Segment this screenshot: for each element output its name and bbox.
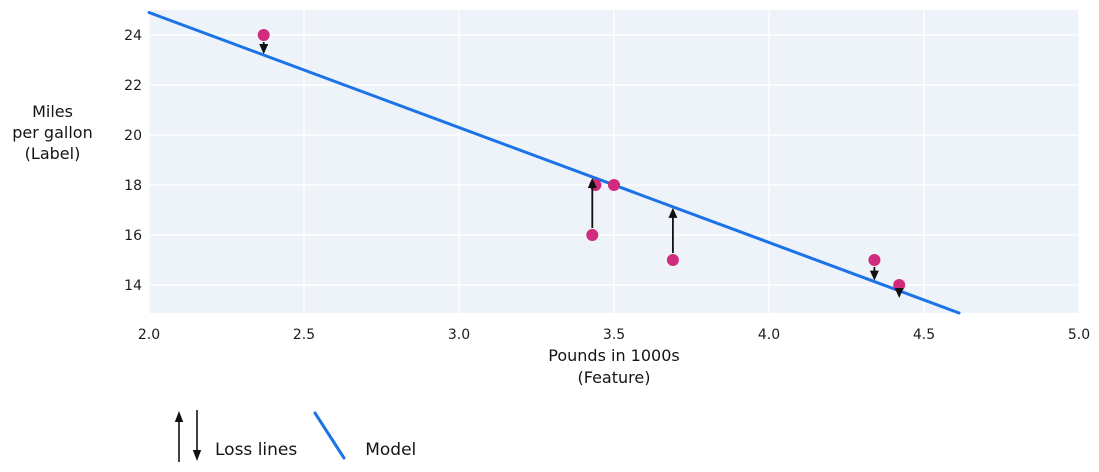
legend-up-arrow-head xyxy=(174,411,184,422)
loss-lines-legend-symbol xyxy=(174,410,202,462)
x-tick-label: 4.0 xyxy=(758,327,780,343)
data-point xyxy=(868,254,881,266)
data-point xyxy=(608,179,620,191)
data-point xyxy=(586,229,599,241)
x-axis-label-line: Pounds in 1000s xyxy=(548,346,680,365)
data-point xyxy=(257,29,270,41)
legend: Loss lines Model xyxy=(165,406,416,466)
legend-loss-label: Loss lines xyxy=(215,440,298,460)
data-point xyxy=(893,279,906,291)
x-axis-label: Pounds in 1000s (Feature) xyxy=(464,345,764,389)
x-tick-label: 3.0 xyxy=(448,327,470,343)
y-axis-label-line: (Label) xyxy=(24,144,81,163)
x-tick-label: 4.5 xyxy=(913,327,935,343)
legend-model-line xyxy=(313,411,346,460)
x-tick-label: 3.5 xyxy=(603,327,625,343)
y-tick-label: 22 xyxy=(124,78,142,94)
x-tick-label: 5.0 xyxy=(1068,327,1090,343)
x-axis-label-line: (Feature) xyxy=(577,368,651,387)
legend-model-label: Model xyxy=(365,440,417,460)
y-tick-label: 14 xyxy=(124,278,142,294)
y-axis-label-line: per gallon xyxy=(12,123,93,142)
y-tick-label: 18 xyxy=(124,178,142,194)
data-point xyxy=(589,179,602,191)
legend-down-arrow-head xyxy=(192,450,202,461)
model-line xyxy=(147,11,961,315)
y-axis-label: Miles per gallon (Label) xyxy=(5,101,100,164)
y-tick-label: 16 xyxy=(124,228,142,244)
y-axis-label-line: Miles xyxy=(32,102,73,121)
x-tick-label: 2.5 xyxy=(293,327,315,343)
model-legend-symbol xyxy=(313,411,346,460)
data-point xyxy=(666,254,679,266)
x-tick-label: 2.0 xyxy=(138,327,160,343)
y-tick-label: 24 xyxy=(124,28,142,44)
y-tick-label: 20 xyxy=(124,128,142,144)
